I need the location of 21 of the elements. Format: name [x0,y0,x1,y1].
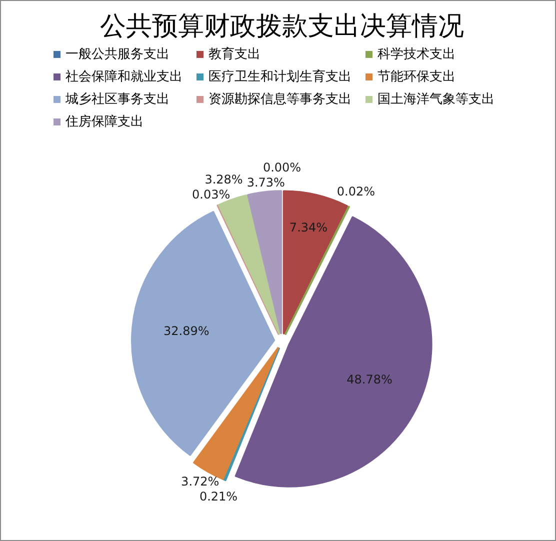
data-label: 3.28% [204,172,243,186]
data-label: 3.73% [246,175,285,190]
data-label: 0.03% [192,187,230,202]
legend-label: 节能环保支出 [378,69,456,84]
legend-label: 教育支出 [208,46,260,62]
data-label: 7.34% [289,220,328,234]
data-label: 0.02% [336,184,376,199]
chart-title: 公共预算财政拨款支出决算情况 [100,11,464,42]
legend-label: 住房保障支出 [64,113,144,130]
data-label: 48.78% [346,372,392,387]
data-label: 0.21% [199,490,238,504]
legend-label: 一般公共服务支出 [66,46,170,62]
legend-label: 国土海洋气象等支出 [378,92,494,107]
legend-label: 科学技术支出 [378,46,456,62]
legend-label: 社会保障和就业支出 [66,69,182,84]
legend-label: 医疗卫生和计划生育支出 [208,68,352,84]
text: 0.00% [262,160,302,174]
data-label: 3.72% [181,474,220,489]
legend-label: 城乡社区事务支出 [64,92,170,107]
data-label: 32.89% [164,324,210,338]
legend-label: 资源勘探信息等事务支出 [208,92,352,107]
